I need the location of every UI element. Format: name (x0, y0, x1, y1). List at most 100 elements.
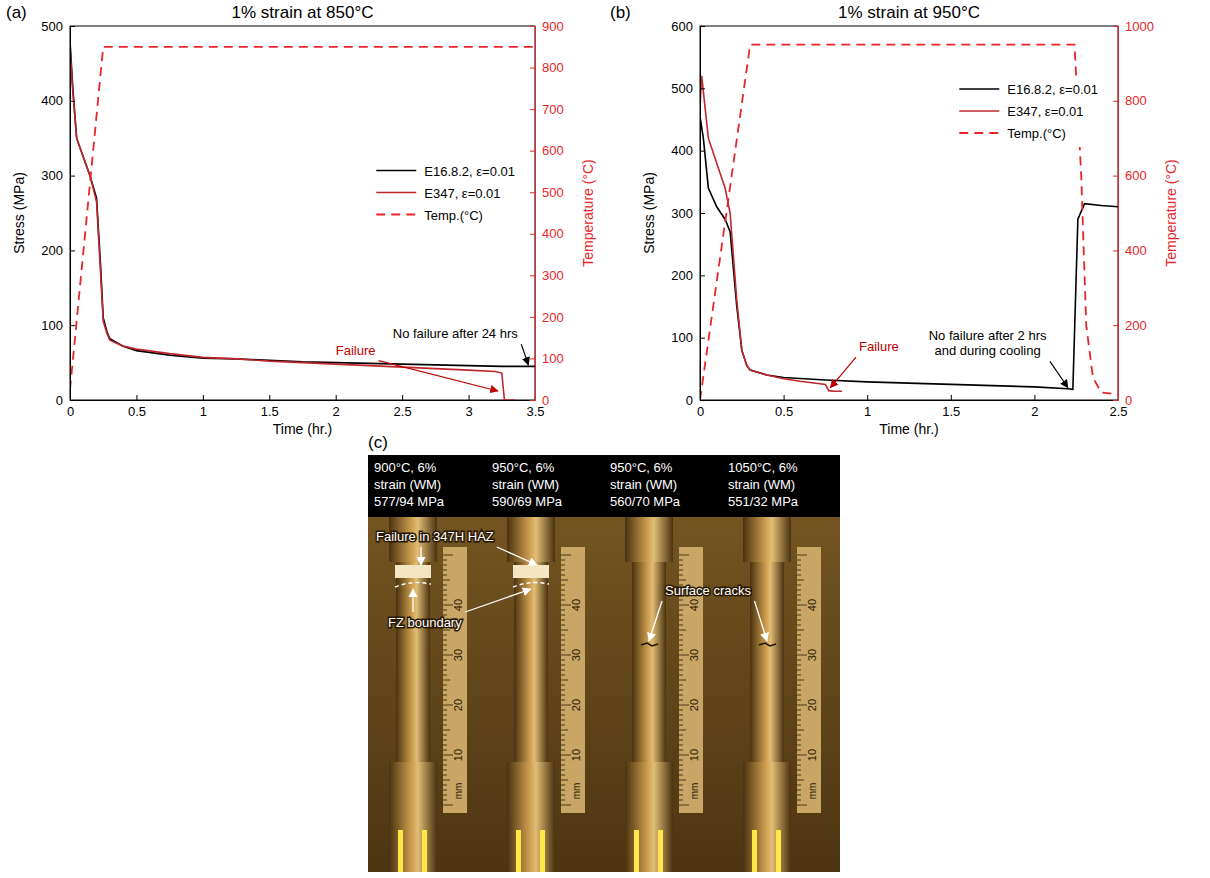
ruler-tick (443, 650, 447, 651)
ruler-tick (561, 700, 565, 701)
tick: 1 (864, 395, 871, 419)
series-line (70, 47, 535, 390)
series-line (700, 45, 1118, 400)
ruler-tick (797, 775, 801, 776)
ruler-tick (561, 680, 568, 681)
legend-swatch (376, 170, 416, 172)
ruler-tick (679, 570, 683, 571)
surface-crack (641, 643, 658, 646)
tick-label: 500 (542, 185, 564, 200)
grip-light (658, 830, 663, 872)
ruler-tick (561, 795, 565, 796)
ruler-tick (679, 715, 683, 716)
tick-label: 0 (67, 404, 74, 419)
tick-label: 700 (542, 102, 564, 117)
figure: 00.511.522.533.5010020030040050001002003… (0, 0, 1210, 878)
tick-mark (1113, 250, 1118, 251)
grip-light (776, 830, 781, 872)
ruler-tick (679, 790, 683, 791)
specimen-header: 900°C, 6% (374, 460, 437, 475)
y2-axis-title: Temperature (°C) (1163, 159, 1179, 267)
tick-label: 200 (542, 310, 564, 325)
specimen-header: strain (WM) (374, 477, 441, 492)
photo-header (368, 455, 840, 517)
ruler-tick (679, 725, 683, 726)
ruler-tick (443, 720, 447, 721)
tick-mark (530, 358, 535, 359)
ruler-tick (443, 635, 447, 636)
surface-crack (759, 643, 776, 646)
chart-panel: 00.511.522.50100200300400500600020040060… (610, 3, 1179, 437)
tick-mark (867, 395, 868, 400)
tick-label: 400 (41, 93, 63, 108)
ruler-unit: mm (689, 783, 700, 800)
plot-area (700, 45, 1118, 400)
ruler-tick (797, 600, 801, 601)
ruler-tick (679, 555, 689, 556)
panel-label: (b) (610, 3, 631, 22)
ruler-tick (443, 685, 447, 686)
ruler-tick (797, 750, 801, 751)
chart-title: 1% strain at 950°C (838, 3, 980, 22)
specimen-header: 577/94 MPa (374, 494, 445, 509)
ruler-tick (797, 570, 801, 571)
tick-mark (700, 151, 705, 152)
tick-mark (469, 395, 470, 400)
legend-box (953, 76, 1104, 147)
tick: 100 (41, 318, 75, 333)
tick: 400 (41, 93, 75, 108)
ruler-tick (679, 795, 683, 796)
tick: 2 (1031, 395, 1038, 419)
legend-swatch (959, 110, 999, 112)
photo-annotation: Failure in 347H HAZ (376, 529, 494, 544)
photo-arrow (412, 589, 413, 612)
ruler-tick (443, 700, 447, 701)
axis-line (70, 27, 71, 401)
ruler-tick (679, 750, 683, 751)
ruler-tick (561, 805, 571, 806)
annotation-arrow (1050, 361, 1068, 387)
ruler-tick (679, 770, 683, 771)
x-axis: 00.511.522.533.5 (67, 395, 545, 419)
tick-mark (1113, 26, 1118, 27)
axis-line (535, 27, 536, 401)
tick-mark (530, 317, 535, 318)
tick-label: 1000 (1125, 19, 1154, 34)
tick-mark (70, 101, 75, 102)
specimen-header: 1050°C, 6% (728, 460, 798, 475)
tick: 0 (1113, 393, 1132, 408)
y-axis-title: Stress (MPa) (641, 172, 657, 254)
ruler-tick (797, 565, 801, 566)
ruler-label: 30 (570, 649, 582, 661)
tick-label: 100 (671, 330, 693, 345)
ruler-tick (443, 805, 453, 806)
ruler-tick (561, 800, 565, 801)
ruler-tick (443, 785, 447, 786)
tick-mark (1113, 101, 1118, 102)
tick-label: 0 (1125, 393, 1132, 408)
tick: 200 (530, 310, 564, 325)
chart-title: 1% strain at 850°C (232, 3, 374, 22)
ruler-tick (443, 600, 447, 601)
tick-label: 0 (686, 393, 693, 408)
legend-swatch (376, 214, 416, 216)
ruler-tick (797, 695, 801, 696)
photo-arrow (649, 601, 662, 641)
ruler-tick (561, 660, 565, 661)
ruler-tick (797, 650, 801, 651)
y-axis: 0100200300400500600 (671, 19, 705, 408)
ruler-tick (561, 725, 565, 726)
tick-mark (951, 395, 952, 400)
tick-label: 200 (41, 243, 63, 258)
ruler-tick (679, 615, 683, 616)
ruler-tick (561, 610, 565, 611)
ruler-tick (443, 740, 447, 741)
annotation-arrow (830, 357, 856, 388)
ruler-tick (679, 665, 683, 666)
ruler-tick (679, 740, 683, 741)
tick-label: 500 (671, 81, 693, 96)
tick: 400 (530, 226, 564, 241)
legend-label: E16.8.2, ε=0.01 (424, 164, 515, 179)
ruler-tick (561, 665, 565, 666)
tick-mark (530, 109, 535, 110)
